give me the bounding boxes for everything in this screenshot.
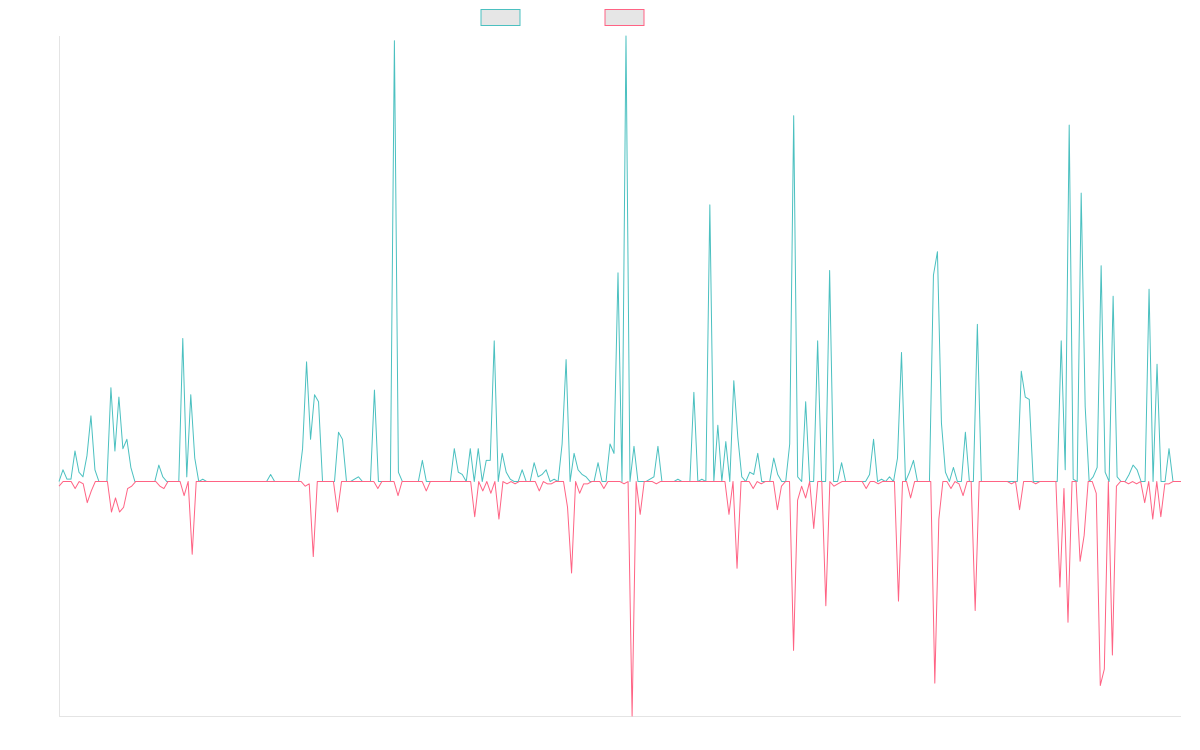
series-line-1 [58,35,1181,483]
legend-item-series-2[interactable] [604,9,645,26]
axes [59,36,1181,717]
series-line-2 [58,481,1181,717]
legend [480,9,645,26]
legend-swatch-series-1 [480,9,521,26]
legend-item-series-1[interactable] [480,9,521,26]
legend-swatch-series-2 [604,9,645,26]
plot-area [58,35,1181,717]
